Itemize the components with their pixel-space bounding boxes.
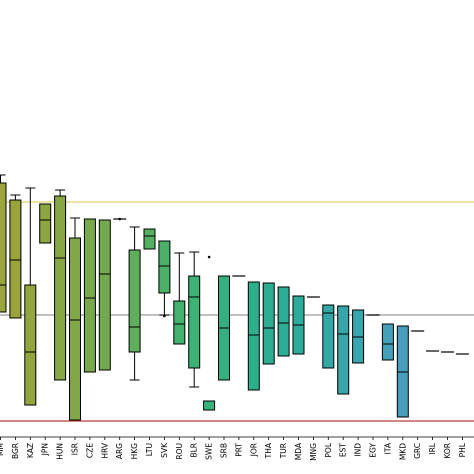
box-body-kaz	[24, 284, 37, 406]
tick-label-srb: SRB	[220, 443, 229, 458]
box-body-mm	[0, 182, 7, 313]
tick-label-grc: GRC	[413, 443, 422, 459]
tick-label-isr: ISR	[71, 443, 80, 455]
tick-label-prt: PRT	[234, 443, 243, 457]
box-est	[337, 305, 350, 395]
box-hun	[54, 189, 67, 381]
tick-label-jpn: JPN	[41, 443, 50, 456]
box-ind	[352, 309, 365, 364]
box-rou	[173, 252, 186, 345]
tick-label-ind: IND	[354, 443, 363, 457]
box-mkd	[396, 325, 409, 418]
tick-label-hrv: HRV	[100, 442, 109, 458]
box-body-swe	[203, 400, 216, 411]
box-isr	[69, 217, 81, 421]
tick-label-kaz: KAZ	[26, 443, 35, 458]
box-body-blr	[188, 275, 201, 369]
tick-label-tur: TUR	[279, 443, 288, 459]
box-hkg	[128, 226, 141, 381]
box-body-rou	[173, 300, 186, 345]
tick-label-ita: ITA	[383, 442, 392, 454]
box-body-jpn	[39, 203, 52, 244]
tick-label-arg: ARG	[115, 443, 124, 459]
box-body-bgr	[9, 199, 22, 319]
tick-label-cze: CZE	[85, 443, 94, 458]
tick-label-hun: HUN	[56, 443, 65, 460]
tick-label-ltu: LTU	[145, 443, 154, 456]
tick-label-swe: SWE	[205, 443, 214, 460]
x-axis-ticks: MM BGR KAZ JPN HUN ISR CZE HRV ARG HKG LTU SVK ROU BL…	[0, 437, 467, 461]
tick-label-mm: MM	[0, 443, 5, 456]
outlier-1	[163, 314, 166, 318]
box-svk	[158, 240, 171, 316]
tick-label-bgr: BGR	[11, 443, 20, 459]
tick-label-mda: MDA	[294, 442, 303, 460]
box-body-isr	[69, 237, 81, 421]
box-body-svk	[158, 240, 171, 294]
tick-label-blr: BLR	[190, 443, 199, 458]
tick-label-est: EST	[339, 443, 348, 457]
tick-label-rou: ROU	[175, 443, 184, 460]
tick-label-svk: SVK	[160, 442, 169, 458]
box-pol	[322, 304, 335, 369]
box-series	[0, 174, 469, 421]
tick-label-mkd: MKD	[398, 443, 407, 460]
box-srb	[218, 275, 230, 381]
box-kaz	[24, 187, 37, 406]
box-body-hkg	[128, 249, 141, 353]
tick-label-pol: POL	[324, 442, 333, 457]
box-body-tur	[277, 286, 290, 357]
box-jpn	[39, 203, 52, 244]
box-jor	[247, 281, 260, 391]
tick-label-phl: PHL	[458, 442, 467, 457]
box-tur	[277, 286, 290, 357]
box-ltu	[143, 228, 156, 250]
box-mm	[0, 174, 7, 313]
box-body-tha	[262, 282, 275, 365]
box-body-jor	[247, 281, 260, 391]
box-body-hun	[54, 195, 67, 381]
tick-label-mng: MNG	[309, 443, 318, 461]
box-cze	[83, 218, 96, 373]
tick-label-tha: THA	[264, 442, 273, 459]
tick-label-jor: JOR	[249, 443, 258, 457]
outlier-0	[118, 217, 121, 221]
box-bgr	[9, 194, 22, 319]
tick-label-kor: KOR	[443, 443, 452, 459]
tick-label-hkg: HKG	[130, 443, 139, 460]
outlier-2	[207, 255, 211, 259]
tick-label-irl: IRL	[428, 442, 437, 454]
box-ita	[381, 323, 394, 361]
box-blr	[188, 251, 201, 388]
box-mda	[292, 295, 305, 355]
box-body-cze	[83, 218, 96, 373]
box-body-est	[337, 305, 350, 395]
box-tha	[262, 282, 275, 365]
box-hrv	[98, 219, 111, 371]
box-body-ltu	[143, 228, 156, 250]
box-swe	[203, 400, 216, 411]
box-body-ita	[381, 323, 394, 361]
tick-label-egy: EGY	[369, 443, 378, 458]
box-body-hrv	[98, 219, 111, 371]
box-body-pol	[322, 304, 335, 369]
